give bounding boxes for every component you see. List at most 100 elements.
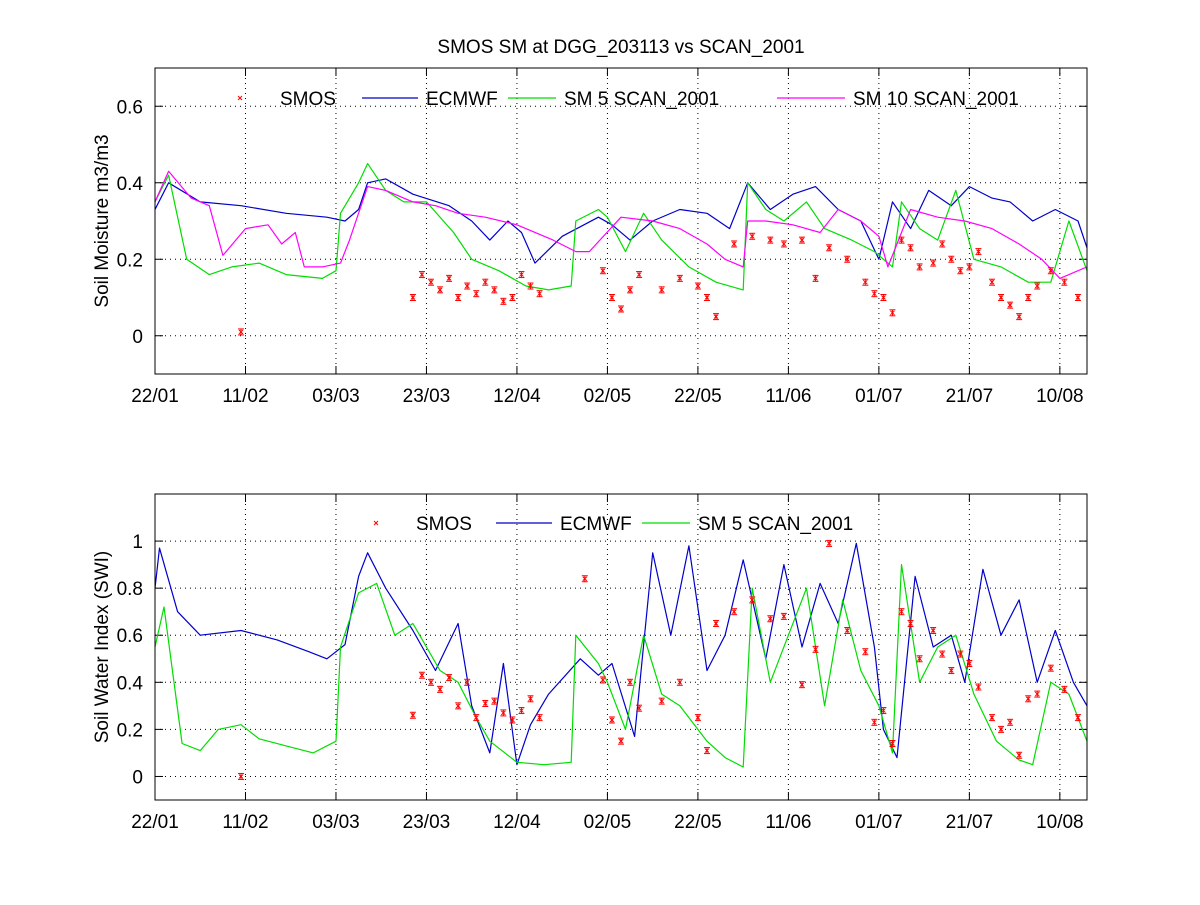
y-tick-label: 0 [132, 767, 143, 788]
smos-marker [627, 679, 633, 685]
smos-marker [872, 291, 877, 297]
smos-point [500, 297, 507, 305]
plot-series-group [155, 163, 1087, 336]
smos-marker [872, 719, 877, 725]
smos-point [975, 248, 982, 256]
smos-point [930, 627, 937, 635]
smos-marker [636, 272, 642, 277]
smos-point [826, 539, 833, 547]
smos-marker [781, 241, 787, 247]
x-tick-label: 22/05 [674, 812, 722, 833]
x-tick-label: 22/01 [131, 812, 179, 833]
x-tick-label: 12/04 [493, 812, 541, 833]
smos-point [844, 255, 851, 263]
smos-marker [428, 279, 434, 285]
smos-point [988, 714, 995, 722]
y-tick-label: 1 [132, 532, 143, 553]
smos-marker [510, 295, 515, 300]
smos-marker [528, 696, 533, 702]
smos-marker [967, 661, 972, 666]
smos-marker [899, 237, 904, 243]
smos-point [1034, 690, 1041, 698]
legend-marker-stroke [237, 95, 243, 101]
smos-marker [1062, 687, 1067, 692]
legend-label: SM 5 SCAN_2001 [698, 514, 853, 535]
smos-point [1007, 718, 1014, 726]
smos-marker [731, 609, 737, 615]
smos-point [889, 740, 896, 748]
smos-point [957, 650, 964, 658]
smos-point [536, 714, 543, 722]
legend-label: SMOS [416, 514, 472, 535]
smos-point [826, 244, 833, 252]
series-line-sm-10-scan-2001 [155, 170, 1087, 279]
smos-point [1016, 313, 1023, 321]
smos-marker [636, 705, 642, 711]
smos-point [998, 294, 1005, 301]
x-tick-label: 23/03 [403, 812, 451, 833]
soil-moisture-panel: 22/01 11/02 03/03 23/03 12/04 02/05 22/05 11/06… [92, 67, 1088, 407]
smos-point [812, 645, 819, 653]
smos-point [418, 271, 425, 279]
smos-marker [917, 656, 922, 662]
smos-point [418, 671, 425, 679]
smos-marker [844, 256, 850, 262]
smos-point [694, 714, 701, 722]
smos-marker [939, 241, 945, 247]
smos-point [599, 676, 606, 684]
x-tick-label: 03/03 [312, 386, 360, 407]
smos-marker [1007, 719, 1013, 725]
smos-point [898, 236, 905, 244]
smos-marker [537, 715, 542, 720]
smos-point [998, 725, 1005, 733]
smos-point [767, 615, 774, 623]
smos-point [1074, 294, 1081, 301]
smos-marker [659, 287, 665, 293]
smos-marker [491, 287, 497, 293]
smos-marker [749, 233, 755, 239]
legend-label: SM 10 SCAN_2001 [853, 89, 1019, 110]
smos-point [509, 716, 516, 724]
smos-point [749, 232, 756, 240]
legend-smos-marker [237, 95, 243, 101]
smos-point [907, 619, 914, 627]
smos-marker [410, 295, 416, 300]
smos-point [409, 294, 416, 301]
y-tick-label: 0.4 [117, 673, 144, 694]
legend-label: ECMWF [426, 89, 498, 110]
smos-marker [826, 541, 832, 546]
smos-marker [749, 597, 755, 603]
smos-point [1047, 267, 1054, 275]
smos-marker [731, 241, 737, 247]
smos-point [798, 681, 805, 689]
smos-point [658, 286, 665, 294]
smos-point [1061, 278, 1068, 286]
smos-point [975, 683, 982, 691]
smos-marker [1062, 279, 1067, 285]
smos-marker [695, 715, 701, 720]
smos-marker [446, 675, 452, 680]
smos-point [446, 674, 453, 682]
smos-point [427, 678, 434, 686]
smos-marker [713, 621, 719, 626]
smos-marker [813, 647, 818, 652]
smos-marker [491, 698, 497, 704]
x-tick-label: 22/05 [674, 386, 722, 407]
x-tick-label: 02/05 [584, 386, 632, 407]
smos-point [509, 294, 516, 301]
smos-point [844, 627, 851, 635]
smos-marker [437, 687, 443, 692]
x-tick-label: 12/04 [493, 386, 541, 407]
x-tick-label: 02/05 [584, 812, 632, 833]
smos-point [627, 286, 634, 294]
smos-marker [957, 268, 963, 274]
smos-point [939, 240, 946, 248]
smos-marker [957, 651, 963, 657]
y-axis-label: Soil Moisture m3/m3 [92, 134, 113, 307]
smos-marker [1048, 665, 1054, 671]
smos-point [898, 608, 905, 616]
smos-point [237, 328, 244, 336]
smos-marker [419, 672, 425, 678]
smos-marker [519, 708, 524, 713]
